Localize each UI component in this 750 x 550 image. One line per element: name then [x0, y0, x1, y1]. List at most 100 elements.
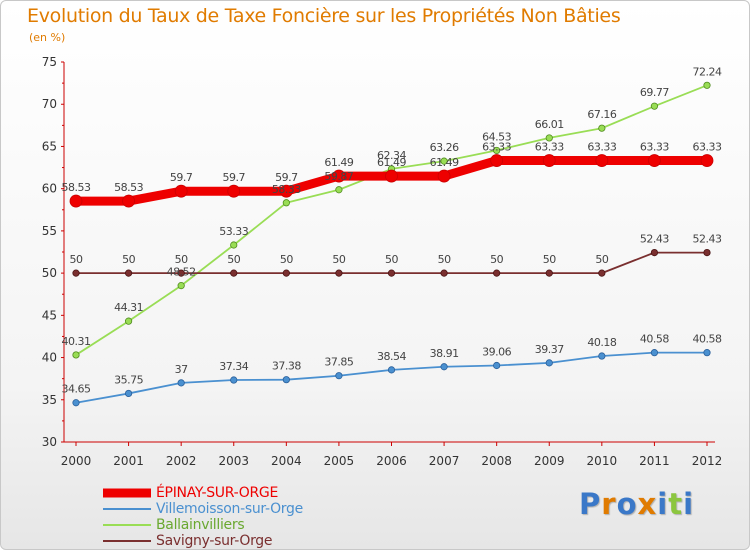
logo-letter: o — [616, 487, 638, 521]
data-label-epinay: 59.7 — [275, 171, 298, 184]
data-point-epinay — [332, 169, 346, 183]
data-label-savigny: 50 — [385, 253, 398, 266]
data-label-villemoisson: 37.38 — [272, 360, 301, 373]
legend-item-ballainvilliers[interactable]: Ballainvilliers — [101, 517, 421, 533]
logo-letter: x — [637, 487, 658, 521]
data-label-ballainvilliers: 62.34 — [377, 149, 406, 162]
data-label-epinay: 61.49 — [324, 156, 353, 169]
data-label-epinay: 59.7 — [223, 171, 246, 184]
data-label-villemoisson: 40.58 — [693, 333, 722, 346]
data-point-epinay — [490, 154, 504, 167]
data-label-ballainvilliers: 63.26 — [430, 141, 459, 154]
data-label-villemoisson: 40.58 — [640, 333, 669, 346]
legend-label-villemoisson: Villemoisson-sur-Orge — [156, 501, 303, 517]
data-point-savigny — [335, 269, 343, 277]
legend-item-villemoisson[interactable]: Villemoisson-sur-Orge — [101, 501, 421, 517]
logo-letter: P — [579, 487, 602, 521]
data-label-ballainvilliers: 72.24 — [693, 65, 722, 78]
data-point-villemoisson — [335, 372, 343, 380]
data-point-villemoisson — [230, 376, 238, 384]
x-tick-label: 2008 — [481, 454, 512, 468]
data-label-epinay: 58.53 — [62, 181, 91, 194]
data-label-savigny: 50 — [175, 253, 188, 266]
data-label-epinay: 63.33 — [535, 141, 564, 154]
data-point-epinay — [227, 184, 241, 198]
data-point-epinay — [595, 154, 609, 167]
data-label-villemoisson: 37 — [175, 363, 188, 376]
y-tick-label: 55 — [42, 224, 57, 238]
x-tick-label: 2005 — [324, 454, 355, 468]
data-label-ballainvilliers: 66.01 — [535, 118, 564, 131]
legend-swatch-savigny — [103, 540, 151, 542]
x-tick-label: 2006 — [376, 454, 407, 468]
data-point-ballainvilliers — [440, 157, 448, 165]
data-point-epinay — [174, 184, 188, 198]
data-point-epinay — [279, 184, 293, 198]
data-point-ballainvilliers — [282, 199, 290, 207]
data-label-epinay: 63.33 — [587, 141, 616, 154]
data-label-villemoisson: 38.54 — [377, 350, 406, 363]
data-point-savigny — [703, 248, 711, 257]
data-point-savigny — [493, 269, 501, 277]
legend-item-savigny[interactable]: Savigny-sur-Orge — [101, 533, 421, 549]
data-label-savigny: 52.43 — [693, 233, 722, 246]
data-point-savigny — [124, 269, 133, 277]
data-label-villemoisson: 39.37 — [535, 343, 564, 356]
data-label-savigny: 50 — [543, 253, 556, 266]
data-point-savigny — [545, 269, 553, 277]
data-label-savigny: 50 — [122, 253, 135, 266]
data-point-savigny — [177, 269, 185, 277]
data-point-villemoisson — [282, 376, 290, 384]
y-tick-label: 35 — [42, 393, 57, 407]
data-point-epinay — [69, 194, 83, 208]
chart-title: Evolution du Taux de Taxe Foncière sur l… — [27, 5, 621, 27]
data-point-villemoisson — [177, 379, 185, 387]
x-tick-label: 2001 — [113, 454, 144, 468]
data-label-savigny: 50 — [438, 253, 451, 266]
data-label-villemoisson: 39.06 — [482, 345, 511, 358]
data-point-epinay — [700, 154, 714, 167]
legend-item-epinay[interactable]: ÉPINAY-SUR-ORGE — [101, 485, 421, 501]
legend: ÉPINAY-SUR-ORGE Villemoisson-sur-Orge Ba… — [101, 485, 421, 549]
x-tick-label: 2003 — [218, 454, 249, 468]
data-label-villemoisson: 35.75 — [114, 373, 143, 386]
data-point-ballainvilliers — [230, 241, 238, 249]
logo-letter: r — [601, 487, 617, 521]
data-point-villemoisson — [545, 359, 553, 367]
legend-swatch-epinay — [103, 488, 151, 498]
proxiti-logo: Proxiti — [579, 487, 694, 521]
data-point-savigny — [387, 269, 396, 277]
data-label-ballainvilliers: 69.77 — [640, 86, 669, 99]
data-label-savigny: 50 — [70, 253, 83, 266]
data-point-ballainvilliers — [545, 134, 553, 142]
series-line-ballainvilliers — [75, 84, 708, 356]
x-tick-label: 2007 — [429, 454, 460, 468]
data-point-ballainvilliers — [177, 282, 185, 290]
data-label-savigny: 50 — [595, 253, 608, 266]
y-tick-label: 50 — [42, 266, 57, 280]
y-tick-label: 40 — [42, 351, 57, 365]
data-point-savigny — [598, 269, 606, 277]
data-label-ballainvilliers: 58.33 — [272, 183, 301, 196]
x-tick-label: 2011 — [639, 454, 670, 468]
data-point-villemoisson — [703, 349, 711, 357]
data-label-savigny: 50 — [332, 253, 345, 266]
data-point-epinay — [648, 154, 661, 167]
data-label-ballainvilliers: 67.16 — [587, 108, 616, 121]
data-label-epinay: 63.33 — [482, 141, 511, 154]
data-label-epinay: 61.49 — [377, 156, 406, 169]
data-point-villemoisson — [387, 366, 396, 374]
logo-letter: Proxiti — [579, 487, 694, 521]
data-label-ballainvilliers: 53.33 — [219, 225, 248, 238]
data-label-ballainvilliers: 40.31 — [62, 335, 91, 348]
logo-letter: i — [683, 487, 695, 521]
data-point-villemoisson — [440, 363, 448, 371]
data-point-ballainvilliers — [124, 317, 133, 325]
data-point-ballainvilliers — [72, 351, 80, 359]
chart-data-labels: 40.31 44.31 48.52 53.33 58.33 59.87 62.34 63.26… — [62, 65, 723, 395]
chart-axes: 30 35 40 45 50 55 60 65 70 75 2000 2001 2002 2003 2004… — [42, 55, 723, 468]
data-label-villemoisson: 38.91 — [430, 347, 459, 360]
data-point-villemoisson — [650, 349, 659, 357]
